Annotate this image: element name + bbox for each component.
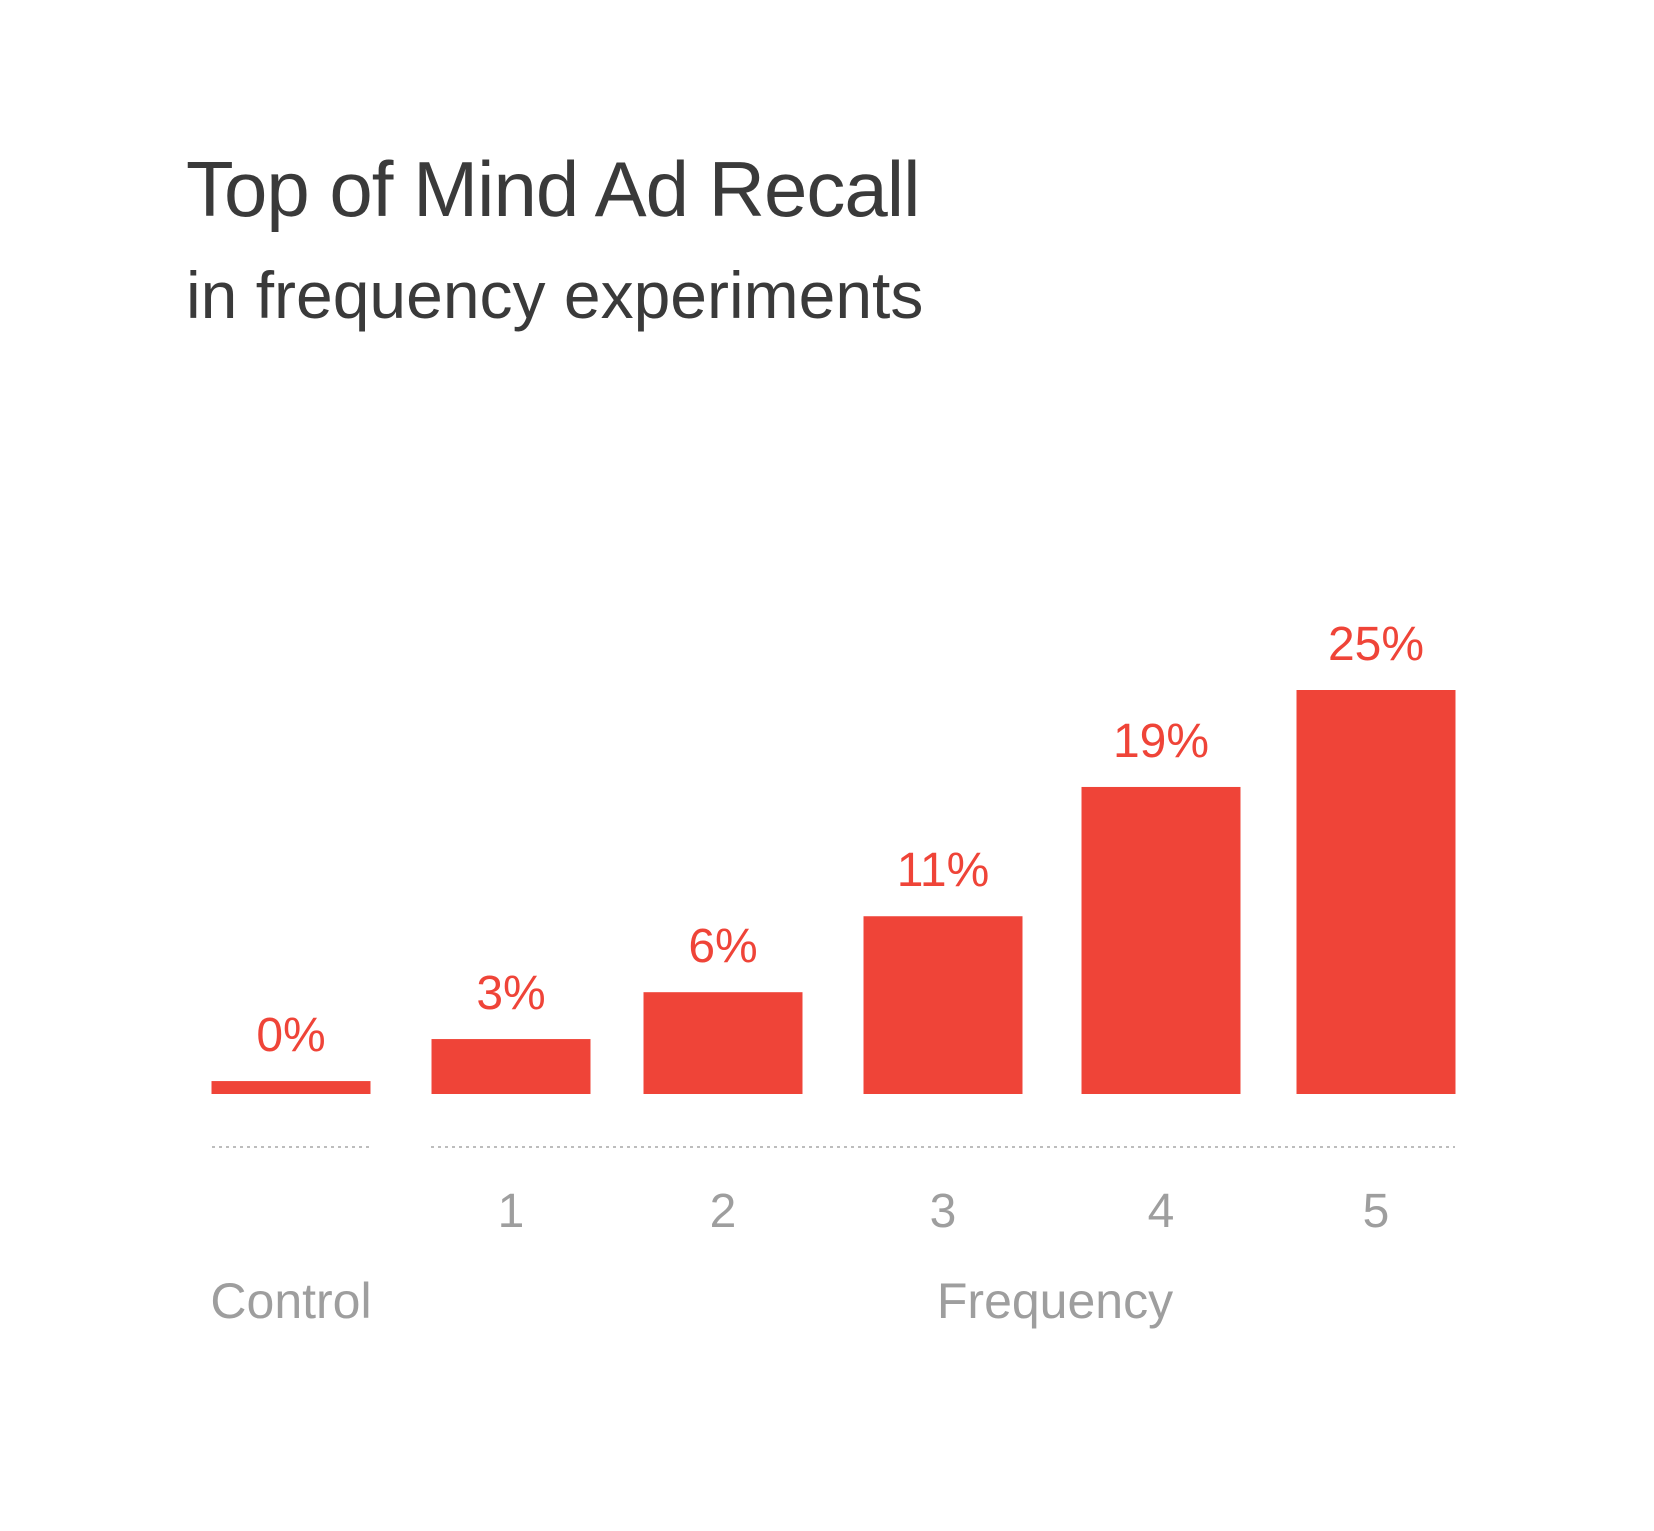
chart-title: Top of Mind Ad Recall (186, 145, 920, 233)
frequency-axis-label: Frequency (937, 1273, 1173, 1329)
bar-frequency-4 (1081, 786, 1241, 1094)
bar-frequency-2 (643, 992, 803, 1094)
x-tick-label: 3 (930, 1185, 957, 1238)
x-tick-label: 4 (1148, 1185, 1175, 1238)
bar-frequency-1 (431, 1039, 591, 1094)
bar-control (211, 1081, 371, 1094)
value-label: 19% (1113, 715, 1209, 768)
value-label: 25% (1328, 618, 1424, 671)
value-label: 0% (256, 1009, 325, 1062)
value-label: 6% (688, 920, 757, 973)
x-tick-label: 1 (498, 1185, 525, 1238)
bar-frequency-3 (863, 916, 1023, 1094)
bar-frequency-5 (1296, 690, 1456, 1094)
chart-subtitle: in frequency experiments (186, 258, 924, 332)
control-group-label: Control (210, 1273, 371, 1329)
x-tick-label: 2 (710, 1185, 737, 1238)
value-label: 11% (897, 844, 990, 897)
value-label: 3% (476, 967, 545, 1020)
x-tick-label: 5 (1363, 1185, 1390, 1238)
